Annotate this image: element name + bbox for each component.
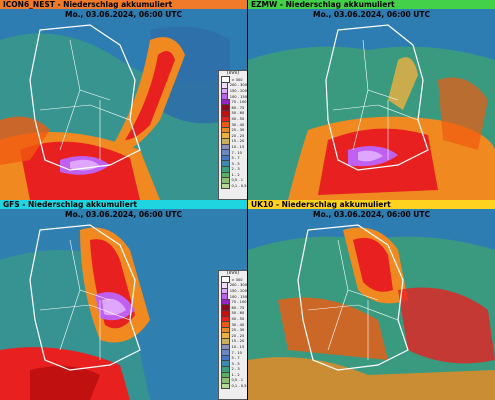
legend-label: 0,1 - 0,5 xyxy=(231,384,247,389)
legend-label: 50 - 60 xyxy=(231,311,245,316)
legend-unit: (mm) xyxy=(226,271,240,276)
panel-header: EZMW - Niederschlag akkumuliert xyxy=(248,0,495,9)
legend-entry: 0,1 - 0,5 xyxy=(219,382,247,390)
legend-label: 100 - 150 xyxy=(229,294,247,299)
legend-label: 100 - 150 xyxy=(229,94,247,99)
legend-label: 30 - 40 xyxy=(231,322,245,327)
forecast-date: Mo., 03.06.2024, 06:00 UTC xyxy=(312,10,431,19)
legend-label: 50 - 60 xyxy=(231,111,245,116)
legend-label: 7 - 10 xyxy=(231,350,242,355)
precipitation-map xyxy=(248,200,495,400)
legend-label: 200 - 300 xyxy=(229,283,247,288)
legend-entry: 0,1 - 0,5 xyxy=(219,182,247,190)
legend-label: 5 - 7 xyxy=(231,356,240,361)
legend-label: 60 - 75 xyxy=(231,105,245,110)
legend-label: 25 - 30 xyxy=(231,128,245,133)
legend-label: 10 - 15 xyxy=(231,344,245,349)
panel-header: ICON6_NEST - Niederschlag akkumuliert xyxy=(0,0,247,9)
map-panel-uk10: UK10 - Niederschlag akkumuliert Mo., 03.… xyxy=(248,200,495,400)
legend-label: 2 - 3 xyxy=(231,367,240,372)
legend-unit: (mm) xyxy=(226,71,240,76)
legend-label: 25 - 30 xyxy=(231,328,245,333)
legend-label: 20 - 25 xyxy=(231,333,245,338)
legend-label: 75 - 100 xyxy=(231,100,247,105)
forecast-date: Mo., 03.06.2024, 06:00 UTC xyxy=(312,210,431,219)
precipitation-map xyxy=(0,200,247,400)
legend-label: 15 - 20 xyxy=(231,139,245,144)
legend-label: 1 - 2 xyxy=(231,172,240,177)
legend-swatch xyxy=(221,182,230,190)
legend-label: 5 - 7 xyxy=(231,156,240,161)
forecast-date: Mo., 03.06.2024, 06:00 UTC xyxy=(64,10,183,19)
panel-header: UK10 - Niederschlag akkumuliert xyxy=(248,200,495,209)
legend-label: 1 - 2 xyxy=(231,372,240,377)
legend-label: 0,1 - 0,5 xyxy=(231,184,247,189)
legend-label: 60 - 75 xyxy=(231,305,245,310)
legend-label: 2 - 3 xyxy=(231,167,240,172)
legend-label: > 300 xyxy=(231,77,243,82)
legend-label: 7 - 10 xyxy=(231,150,242,155)
precipitation-map xyxy=(0,0,247,200)
legend-label: 200 - 300 xyxy=(229,83,247,88)
precipitation-legend: (mm) > 300 200 - 300 150 - 200 100 - 150 75 -… xyxy=(218,270,247,400)
precipitation-legend: (mm) > 300 200 - 300 150 - 200 100 - 150 75 -… xyxy=(218,70,247,200)
legend-label: 75 - 100 xyxy=(231,300,247,305)
panel-header: GFS - Niederschlag akkumuliert xyxy=(0,200,247,209)
legend-label: 150 - 200 xyxy=(229,288,247,293)
legend-label: 3 - 5 xyxy=(231,361,240,366)
legend-label: > 300 xyxy=(231,277,243,282)
legend-label: 10 - 15 xyxy=(231,144,245,149)
map-panel-gfs: GFS - Niederschlag akkumuliert Mo., 03.0… xyxy=(0,200,247,400)
legend-label: 15 - 20 xyxy=(231,339,245,344)
legend-label: 150 - 200 xyxy=(229,88,247,93)
map-panel-ezmw: EZMW - Niederschlag akkumuliert Mo., 03.… xyxy=(248,0,495,200)
legend-label: 0,5 - 1 xyxy=(231,378,244,383)
legend-label: 20 - 25 xyxy=(231,133,245,138)
forecast-date: Mo., 03.06.2024, 06:00 UTC xyxy=(64,210,183,219)
legend-label: 0,5 - 1 xyxy=(231,178,244,183)
legend-swatch xyxy=(221,382,230,390)
map-panel-icon6-nest: ICON6_NEST - Niederschlag akkumuliert Mo… xyxy=(0,0,247,200)
legend-label: 30 - 40 xyxy=(231,122,245,127)
precipitation-map xyxy=(248,0,495,200)
legend-label: 40 - 50 xyxy=(231,316,245,321)
legend-label: 40 - 50 xyxy=(231,116,245,121)
legend-label: 3 - 5 xyxy=(231,161,240,166)
